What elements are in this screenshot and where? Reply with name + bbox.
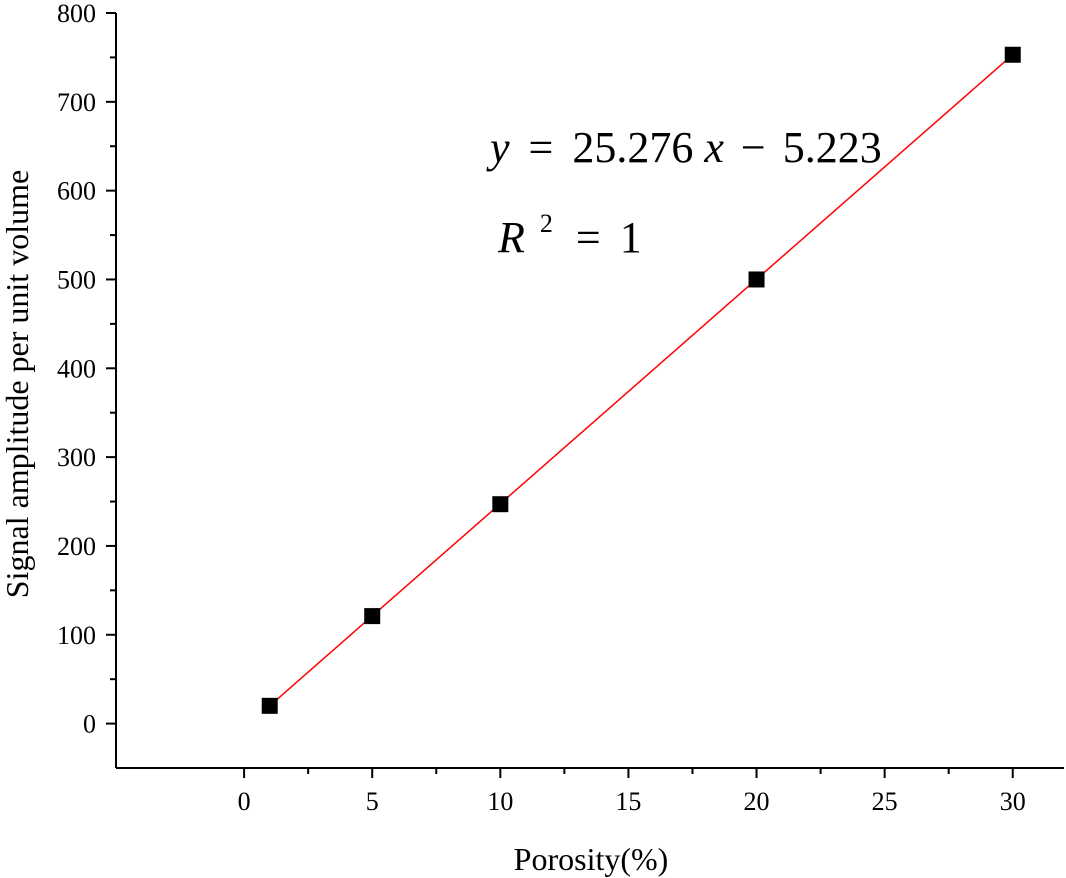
data-point <box>492 496 509 513</box>
x-tick-label: 5 <box>366 787 379 816</box>
r2-value: 1 <box>620 213 642 262</box>
y-tick-label: 300 <box>57 443 96 472</box>
data-point <box>364 608 381 625</box>
eq-minus: − <box>741 123 766 172</box>
x-tick-label: 15 <box>615 787 641 816</box>
x-tick-label: 0 <box>238 787 251 816</box>
eq-x: x <box>703 123 724 172</box>
eq-equals: = <box>529 123 554 172</box>
axes <box>115 13 1064 769</box>
data-point <box>1004 46 1021 63</box>
y-axis-label: Signal amplitude per unit volume <box>0 170 35 598</box>
y-tick-label: 500 <box>57 265 96 294</box>
x-axis-label: Porosity(%) <box>514 841 669 877</box>
y-tick-label: 0 <box>83 710 96 739</box>
fit-line <box>269 54 1014 707</box>
fit-equation: y = 25.276 x − 5.223 <box>486 123 882 172</box>
y-tick-label: 800 <box>57 0 96 28</box>
fit-line-group <box>269 54 1014 707</box>
y-tick-label: 200 <box>57 532 96 561</box>
r2-r: R <box>497 213 525 262</box>
x-tick-label: 30 <box>1000 787 1026 816</box>
r2-sup: 2 <box>540 209 553 238</box>
r2-equals: = <box>576 213 601 262</box>
y-tick-label: 600 <box>57 177 96 206</box>
y-tick-label: 100 <box>57 621 96 650</box>
data-point <box>748 271 765 288</box>
ticks <box>106 12 1014 778</box>
y-tick-label: 700 <box>57 88 96 117</box>
x-tick-label: 20 <box>744 787 770 816</box>
data-point <box>261 697 278 714</box>
eq-y: y <box>486 123 510 172</box>
x-tick-label: 10 <box>487 787 513 816</box>
eq-slope: 25.276 <box>572 123 693 172</box>
r-squared: R 2 = 1 <box>497 193 642 262</box>
x-tick-label: 25 <box>872 787 898 816</box>
data-points <box>261 46 1021 714</box>
y-tick-label: 400 <box>57 354 96 383</box>
eq-intercept: 5.223 <box>783 123 882 172</box>
